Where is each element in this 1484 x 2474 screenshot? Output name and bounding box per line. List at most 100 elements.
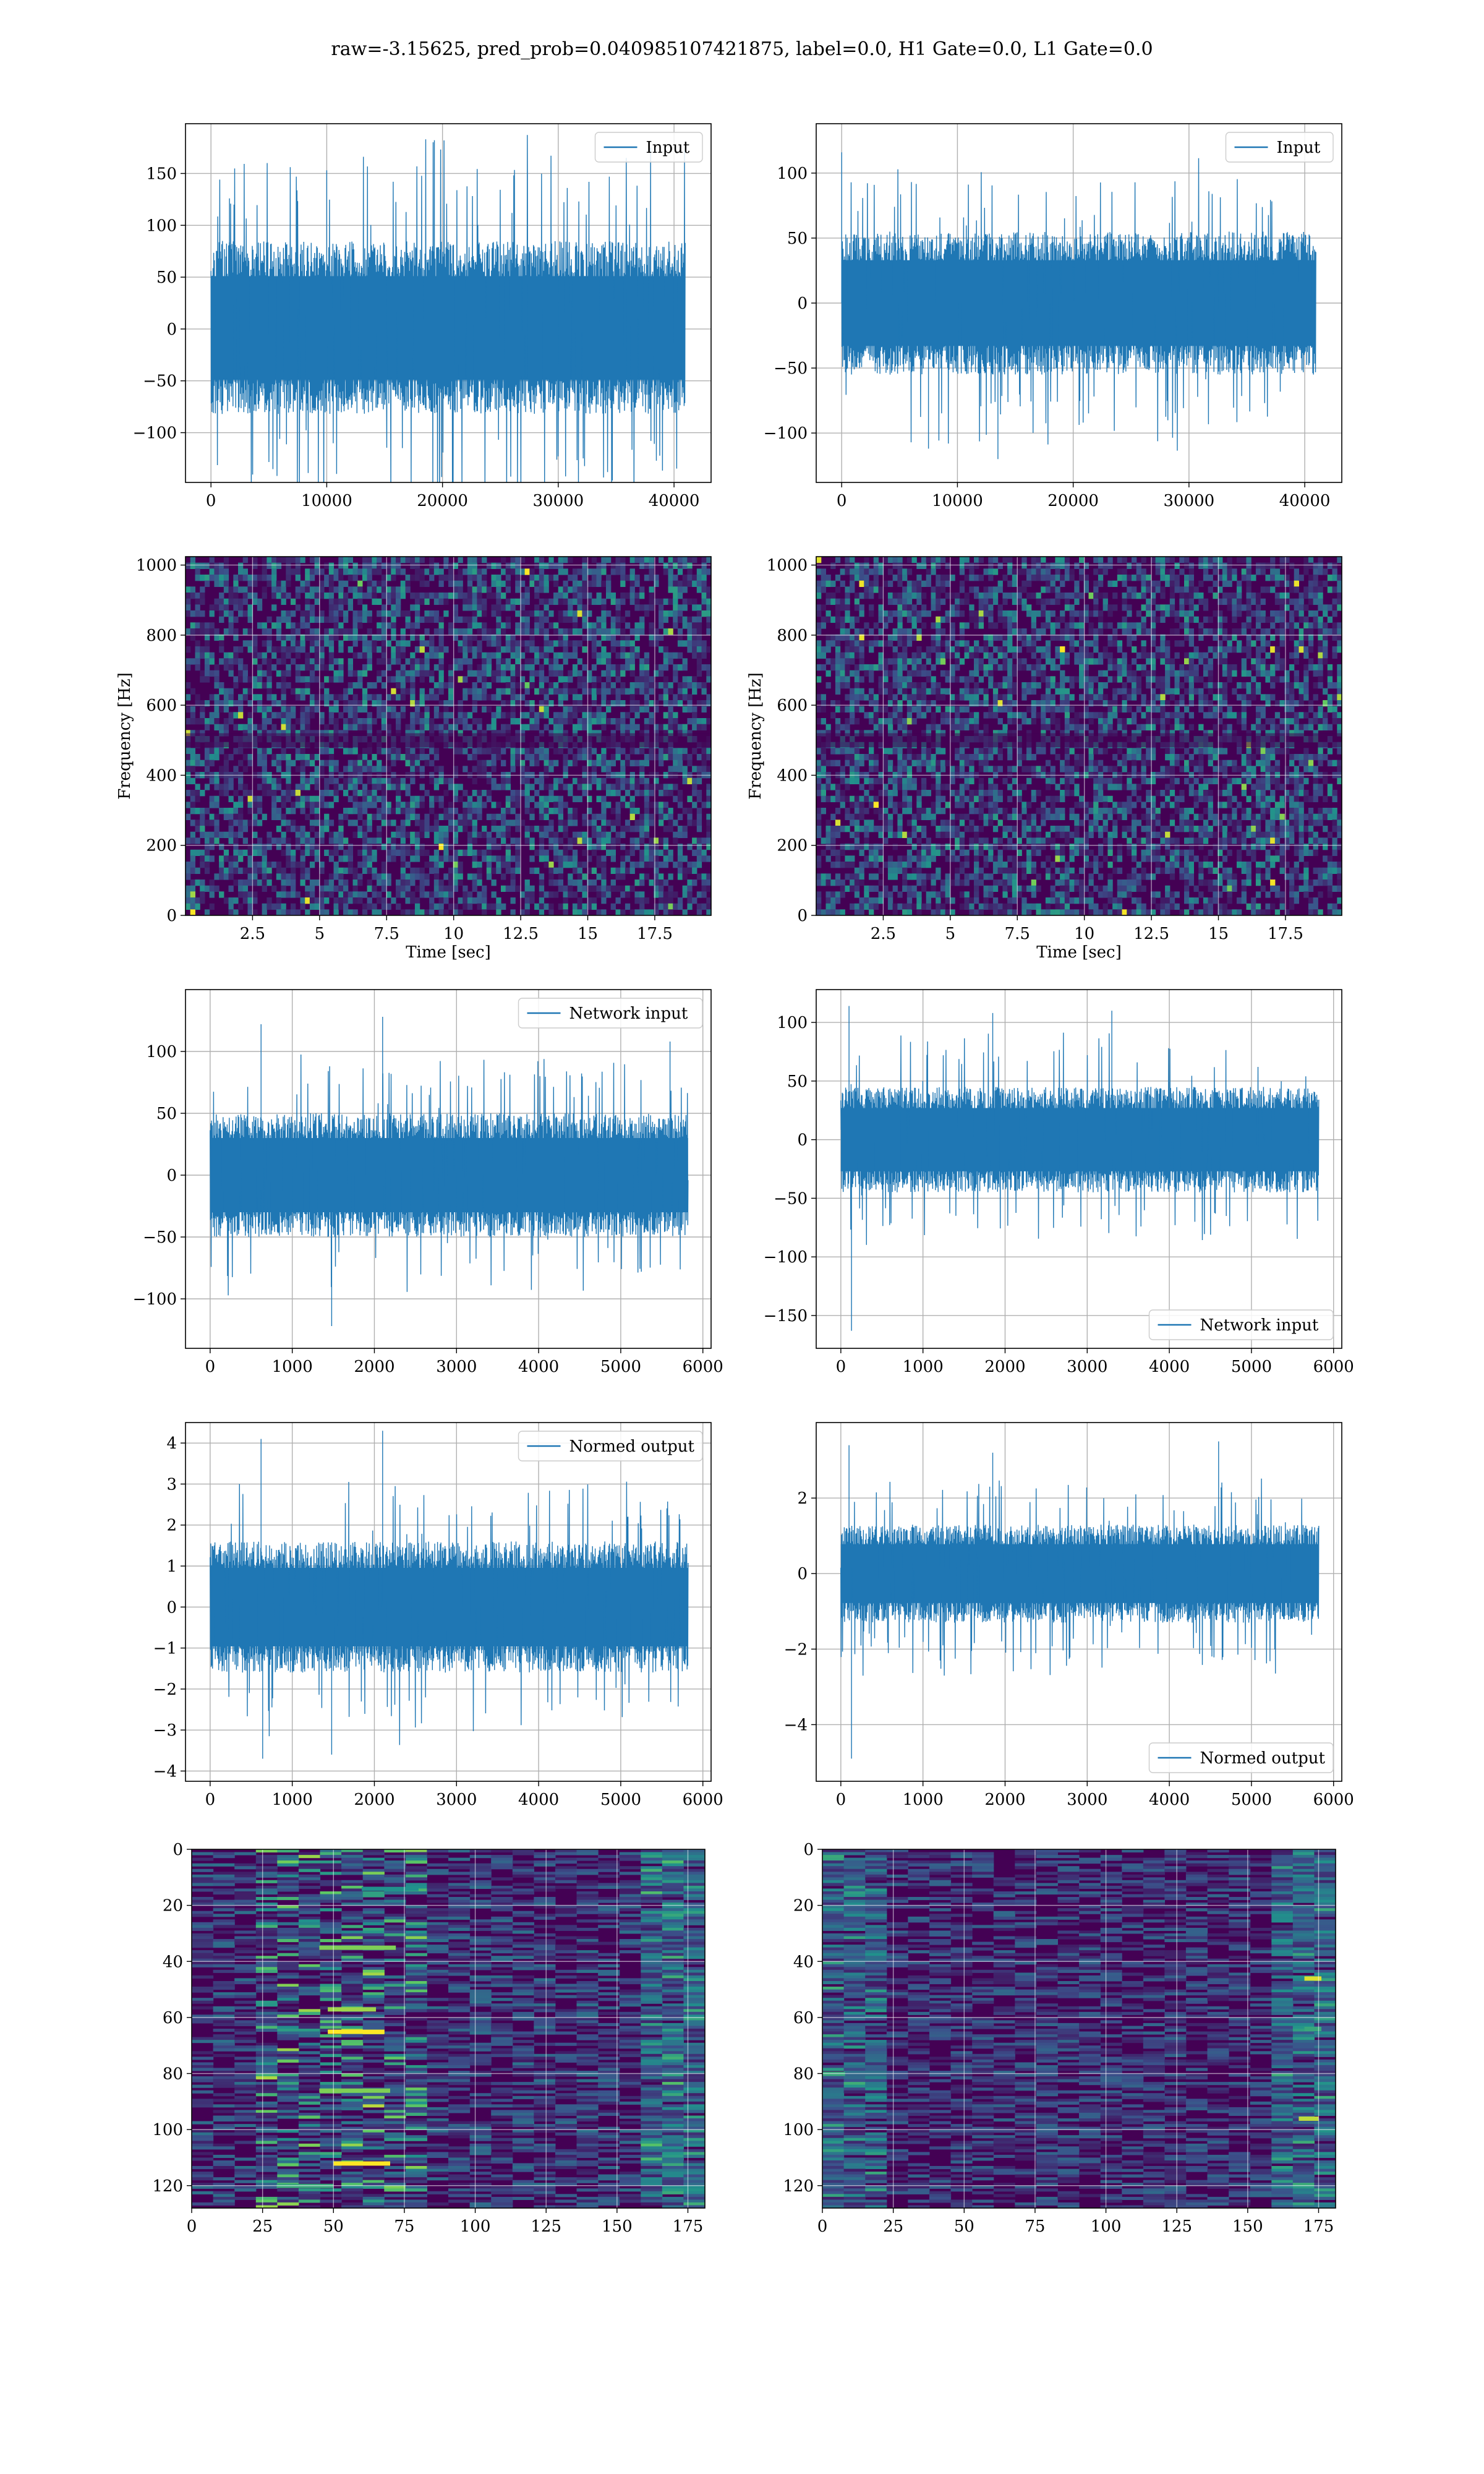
heatmap-cell xyxy=(644,610,650,617)
heatmap-cell xyxy=(610,688,616,695)
heatmap-cell xyxy=(448,622,454,629)
heatmap-cell xyxy=(601,604,607,611)
heatmap-cell xyxy=(463,724,468,730)
heatmap-cell xyxy=(433,593,440,599)
spectrogram-h1-y-axis-title: Frequency [Hz] xyxy=(116,672,134,800)
heatmap-cell xyxy=(553,718,559,725)
heatmap-cell xyxy=(300,718,305,725)
heatmap-cell xyxy=(219,748,224,755)
heatmap-cell xyxy=(629,777,635,784)
heatmap-cell xyxy=(548,730,554,737)
heatmap-cell xyxy=(873,826,879,833)
heatmap-cell xyxy=(328,604,335,611)
heatmap-cell xyxy=(276,646,282,653)
heatmap-cell xyxy=(610,640,616,647)
heatmap-cell xyxy=(328,616,335,623)
heatmap-cell xyxy=(519,604,526,611)
heatmap-cell xyxy=(367,610,372,617)
x-tick-label: 5 xyxy=(315,925,325,943)
heatmap-cell xyxy=(553,658,559,665)
heatmap-cell xyxy=(424,593,430,599)
heatmap-cell xyxy=(696,622,702,629)
heatmap-cell xyxy=(262,909,267,915)
heatmap-cell xyxy=(195,754,200,761)
heatmap-cell xyxy=(639,616,645,623)
heatmap-cell xyxy=(386,837,391,844)
heatmap-cell xyxy=(529,670,535,677)
heatmap-cell xyxy=(482,903,487,910)
heatmap-cell xyxy=(529,575,535,581)
heatmap-cell xyxy=(878,849,884,856)
heatmap-cell xyxy=(668,568,673,575)
heatmap-cell xyxy=(242,897,248,904)
heatmap-cell xyxy=(649,586,654,593)
heatmap-cell xyxy=(496,862,501,868)
heatmap-cell xyxy=(448,682,454,689)
heatmap-cell xyxy=(400,802,406,808)
heatmap-cell xyxy=(553,670,559,677)
heatmap-cell xyxy=(343,694,349,701)
heatmap-cell xyxy=(558,862,563,868)
heatmap-cell xyxy=(300,730,305,737)
heatmap-cell xyxy=(429,610,435,617)
heatmap-cell xyxy=(529,664,535,671)
heatmap-cell xyxy=(295,795,301,802)
heatmap-cell xyxy=(219,724,224,730)
heatmap-cell xyxy=(911,658,917,665)
heatmap-cell xyxy=(897,658,903,665)
heatmap-cell xyxy=(463,628,468,635)
heatmap-cell xyxy=(391,706,396,713)
heatmap-cell xyxy=(529,610,535,617)
heatmap-cell xyxy=(214,562,220,569)
heatmap-cell xyxy=(902,652,908,659)
heatmap-cell xyxy=(673,831,678,838)
heatmap-cell xyxy=(892,610,898,617)
heatmap-cell xyxy=(854,616,860,623)
heatmap-cell xyxy=(309,610,315,617)
heatmap-cell xyxy=(228,837,234,844)
heatmap-cell xyxy=(257,604,263,611)
heatmap-cell xyxy=(276,616,282,623)
heatmap-cell xyxy=(878,855,884,862)
heatmap-cell xyxy=(309,712,315,719)
heatmap-cell xyxy=(458,628,463,635)
heatmap-cell xyxy=(515,575,521,581)
heatmap-cell xyxy=(701,903,707,910)
heatmap-cell xyxy=(343,903,349,910)
heatmap-cell xyxy=(333,676,339,683)
heatmap-cell xyxy=(486,694,492,701)
heatmap-cell xyxy=(338,646,344,653)
heatmap-cell xyxy=(696,652,702,659)
heatmap-cell xyxy=(649,855,654,862)
heatmap-cell xyxy=(544,831,549,838)
heatmap-cell xyxy=(682,754,688,761)
heatmap-cell xyxy=(223,604,229,611)
heatmap-cell xyxy=(242,610,248,617)
heatmap-cell xyxy=(352,790,358,797)
heatmap-cell xyxy=(687,646,693,653)
heatmap-cell xyxy=(673,766,678,773)
heatmap-cell xyxy=(472,885,477,892)
heatmap-cell xyxy=(696,891,702,898)
heatmap-cell xyxy=(840,795,845,802)
heatmap-cell xyxy=(419,784,425,790)
heatmap-cell xyxy=(496,670,501,677)
heatmap-cell xyxy=(706,903,711,910)
heatmap-cell xyxy=(486,628,492,635)
heatmap-cell xyxy=(467,754,473,761)
heatmap-cell xyxy=(252,862,258,868)
heatmap-cell xyxy=(696,903,702,910)
heatmap-cell xyxy=(429,855,435,862)
heatmap-cell xyxy=(878,844,884,850)
heatmap-cell xyxy=(472,766,477,773)
heatmap-cell xyxy=(911,831,917,838)
heatmap-cell xyxy=(659,897,664,904)
heatmap-cell xyxy=(873,562,879,569)
heatmap-cell xyxy=(496,575,501,581)
heatmap-cell xyxy=(544,855,549,862)
heatmap-cell xyxy=(467,831,473,838)
heatmap-cell xyxy=(620,802,626,808)
heatmap-cell xyxy=(878,604,884,611)
heatmap-cell xyxy=(558,694,563,701)
heatmap-cell xyxy=(200,730,205,737)
